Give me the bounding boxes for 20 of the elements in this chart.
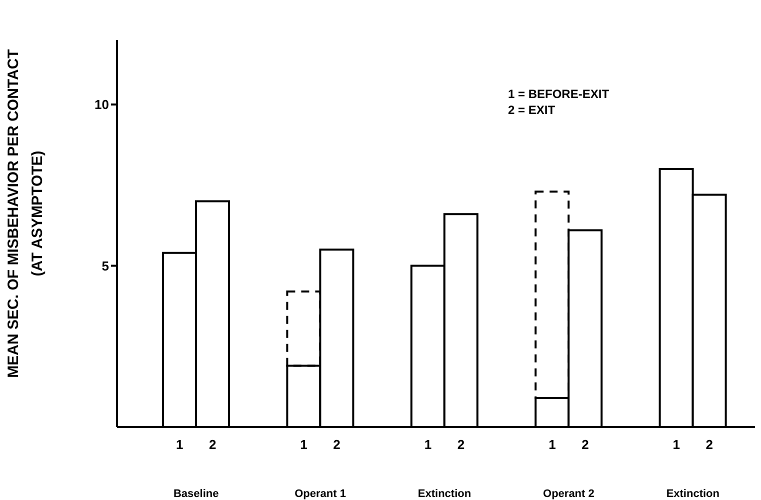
x-tick-label: Baseline [173, 488, 219, 500]
annotation: 1 = BEFORE-EXIT [508, 86, 610, 102]
series-label: 1 [176, 437, 184, 452]
text: 1 [424, 437, 432, 452]
x-tick-label: Operant 1 [294, 488, 346, 500]
y-tick-label: 10 [94, 97, 109, 112]
text: 1 [548, 437, 556, 452]
y-axis-title: MEAN SEC. OF MISBEHAVIOR PER CONTACT (AT ASYMPTOTE) [5, 49, 46, 378]
text: 1 [672, 437, 680, 452]
y-tick-label: 5 [102, 258, 109, 274]
series-label: 2 [208, 437, 216, 452]
x-tick-label: Extinction [666, 488, 720, 500]
text: 2 [582, 437, 589, 452]
text: 1 [300, 437, 308, 452]
x-tick-label: Extinction [418, 488, 472, 500]
annotation: 2 = EXIT [508, 102, 556, 118]
text: 2 [706, 437, 714, 452]
text: 2 [457, 437, 465, 452]
x-tick-label: Operant 2 [543, 488, 594, 500]
text: 2 [333, 437, 340, 452]
